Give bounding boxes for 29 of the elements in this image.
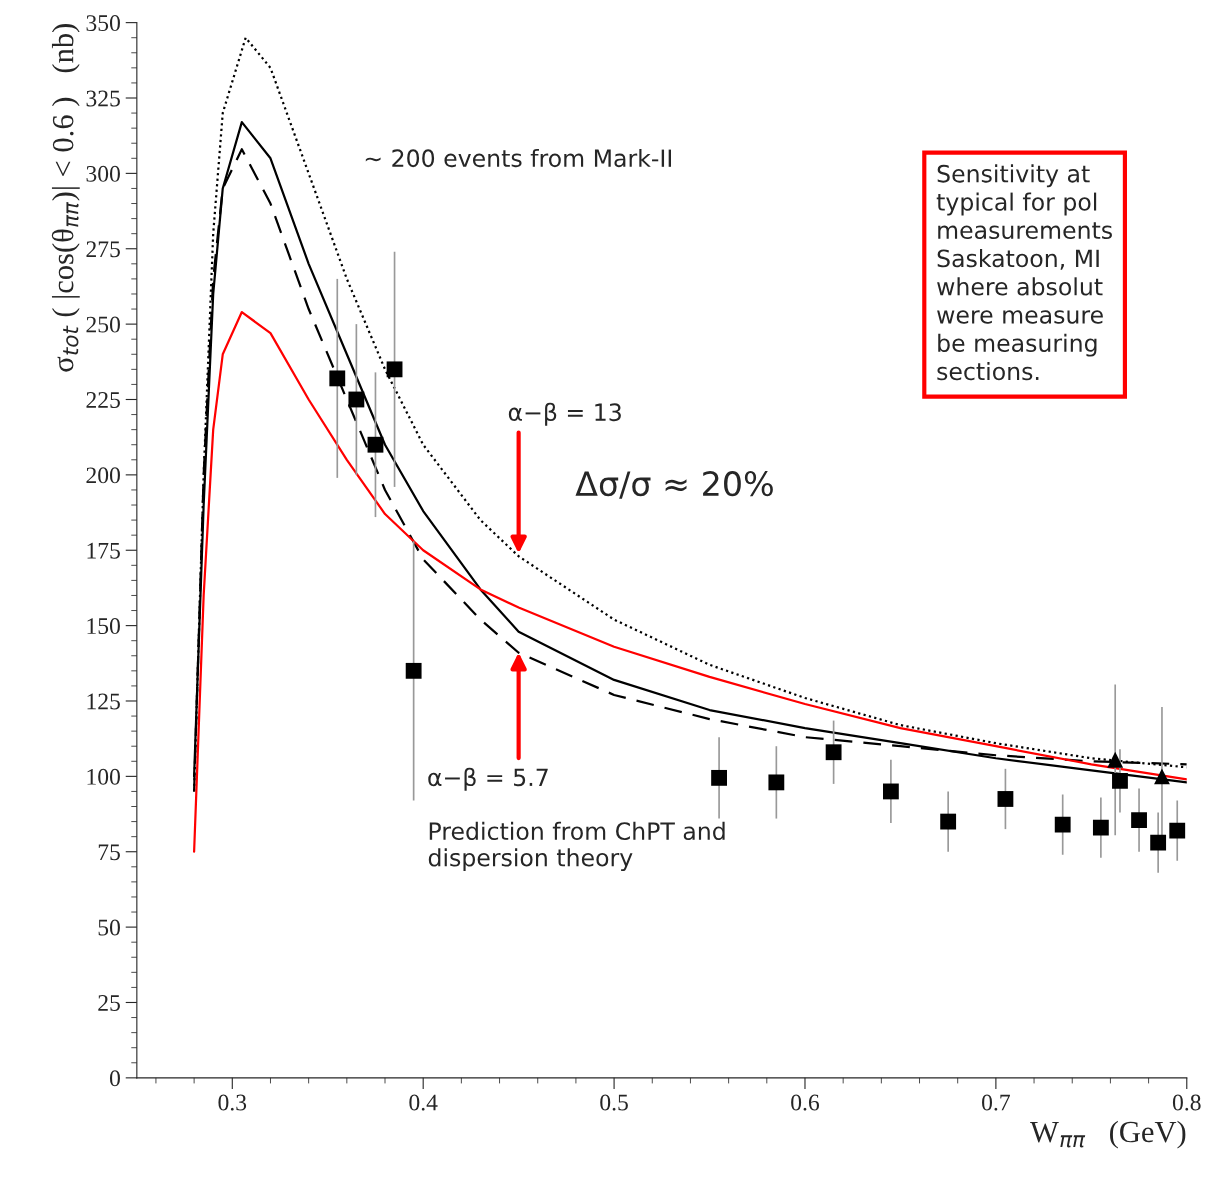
y-tick-label: 250 (86, 316, 120, 333)
y-tick-label: 275 (86, 241, 120, 258)
annotation: α−β = 5.7 (428, 767, 548, 791)
y-tick-label: 125 (87, 693, 120, 710)
annotation: α−β = 13 (508, 402, 621, 426)
y-tick-label: 75 (98, 844, 120, 861)
x-axis-title: W$_{ππ}$ (GeV) (1030, 1120, 1186, 1149)
y-tick-label: 0 (109, 1070, 120, 1087)
y-tick-label: 325 (86, 90, 120, 107)
y-tick-label: 350 (86, 15, 120, 32)
x-tick-label: 0.5 (600, 1094, 628, 1111)
y-tick-label: 225 (86, 392, 120, 408)
x-tick-label: 0.3 (218, 1094, 247, 1111)
y-tick-label: 25 (98, 995, 120, 1011)
x-tick-label: 0.7 (982, 1094, 1010, 1111)
y-axis-title: σ$_{tot}$ ( |cos(θ$_{ππ}$)| < 0.6 ) (nb) (51, 24, 80, 372)
y-tick-label: 175 (87, 542, 120, 559)
y-tick-label: 200 (86, 467, 120, 484)
y-tick-label: 150 (87, 618, 120, 635)
y-tick-label: 50 (98, 919, 120, 936)
annotation: Prediction from ChPT and dispersion theory (428, 821, 725, 872)
x-tick-label: 0.6 (791, 1094, 820, 1111)
y-tick-label: 100 (87, 768, 120, 785)
x-tick-label: 0.8 (1172, 1094, 1201, 1111)
annotation: Sensitivity at typical for pol measurements Saskatoon, MI where absolut were measure be measuring sections. (936, 164, 1112, 381)
annotation: ~ 200 events from Mark-II (365, 148, 671, 168)
annotation: Δσ/σ ≈ 20% (575, 471, 773, 499)
y-tick-label: 300 (86, 165, 120, 182)
x-tick-label: 0.4 (409, 1094, 438, 1111)
